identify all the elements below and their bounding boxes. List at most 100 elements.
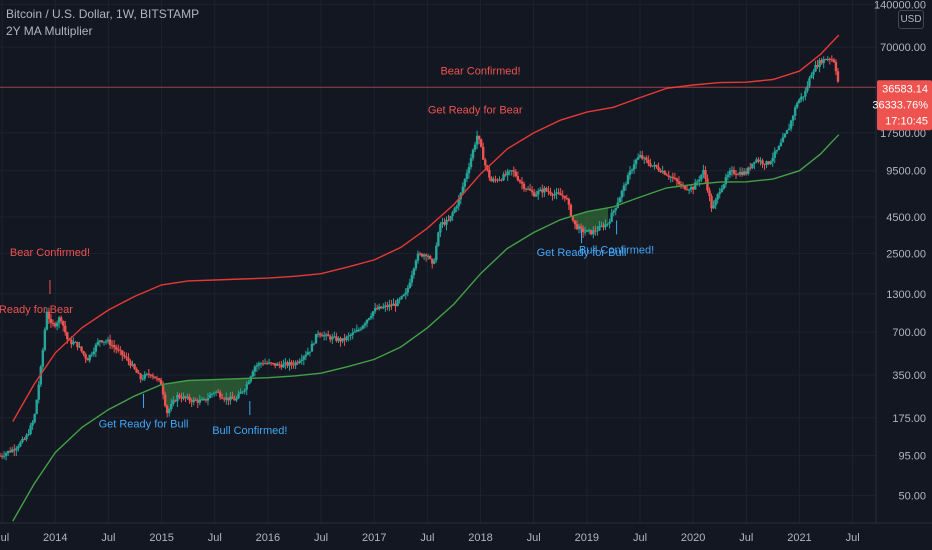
candle-body [51,322,55,324]
candle-body [714,199,717,206]
bear-signal-label: Bear Confirmed! [10,247,90,259]
candle-body [249,376,252,382]
candle-body [604,224,607,228]
candle-body [210,393,214,395]
candle-body [571,215,575,221]
candle-body [594,230,597,232]
candle-body [808,78,811,87]
candle-body [504,174,507,176]
candle-body [722,184,725,189]
candle-body [447,219,450,221]
candle-body [443,222,446,225]
candle-body [461,186,465,193]
candle-body [745,171,748,174]
candle-body [6,450,10,454]
candle-body [414,260,418,269]
candle-body [622,185,626,191]
candle-body [636,157,640,160]
candle-body [549,191,552,195]
candle-body [565,198,568,200]
candle-body [512,170,515,172]
y-tick-label: 140000.00 [874,0,926,11]
candle-body [551,194,554,196]
candle-body [826,58,829,61]
candle-body [365,319,369,324]
candle-body [588,229,591,231]
candle-body [641,155,644,159]
candle-body [787,128,791,131]
candle-body [347,335,350,337]
candle-body [567,198,571,205]
candle-body [221,397,224,399]
candle-body [771,157,774,162]
candle-body [410,275,414,283]
candle-body [129,361,132,366]
candle-body [675,178,679,182]
candle-body [779,142,783,147]
candle-body [357,329,361,331]
candle-body [329,336,332,340]
candle-body [239,392,242,394]
candle-body [247,381,250,385]
candle-body [435,245,438,261]
candle-body [37,384,40,400]
last-price-value: 36583.14 [882,83,928,95]
candle-body [590,229,593,235]
candle-body [820,60,823,64]
currency-label[interactable]: USD [898,10,924,29]
last-price-box-bg [877,80,932,131]
bull-signal-label: Get Ready for Bull [99,418,189,430]
candle-body [106,339,110,342]
candle-body [284,362,287,364]
candle-body [596,230,599,232]
candle-body [502,174,505,181]
candle-body [204,399,208,401]
candle-body [694,182,697,190]
candle-body [500,179,503,181]
candle-body [775,150,778,152]
candle-body [392,303,395,306]
candle-body [64,325,67,333]
candle-body [541,189,544,193]
candle-body [482,146,485,160]
candle-body [302,356,305,360]
candle-body [581,228,585,233]
candle-body [66,332,69,340]
candle-body [147,373,151,375]
candle-body [585,229,589,232]
symbol-title[interactable]: Bitcoin / U.S. Dollar, 1W, BITSTAMP [6,7,200,21]
candle-body [728,170,732,175]
candle-body [123,355,126,357]
candle-body [351,332,354,335]
candle-body [455,206,458,209]
candle-body [269,362,273,364]
candle-body [463,179,467,187]
candle-body [408,282,412,289]
candle-body [575,224,579,230]
candle-body [522,183,526,189]
candle-body [112,345,116,348]
candle-body [186,396,189,398]
candle-body [579,226,583,229]
candle-body [149,374,153,376]
candle-body [518,180,522,182]
candle-body [125,356,128,358]
candle-body [718,192,721,195]
candle-body [769,161,772,165]
candle-body [0,455,4,457]
candle-body [320,335,324,337]
candle-body [127,357,130,362]
bear-signal-label: Get Ready for Bear [0,304,73,316]
candle-body [163,394,167,406]
indicator-title[interactable]: 2Y MA Multiplier [6,24,93,38]
candle-body [394,303,397,307]
candle-body [49,318,53,323]
candle-body [115,347,118,350]
candle-body [661,170,664,173]
candle-body [290,362,293,365]
candle-body [663,170,666,175]
candle-body [176,394,179,402]
time-axis[interactable]: Jul 2014 Jul 2015 Jul 2016 Jul 2017 Jul 2018 Jul 20… [0,522,932,544]
candle-body [647,159,650,164]
